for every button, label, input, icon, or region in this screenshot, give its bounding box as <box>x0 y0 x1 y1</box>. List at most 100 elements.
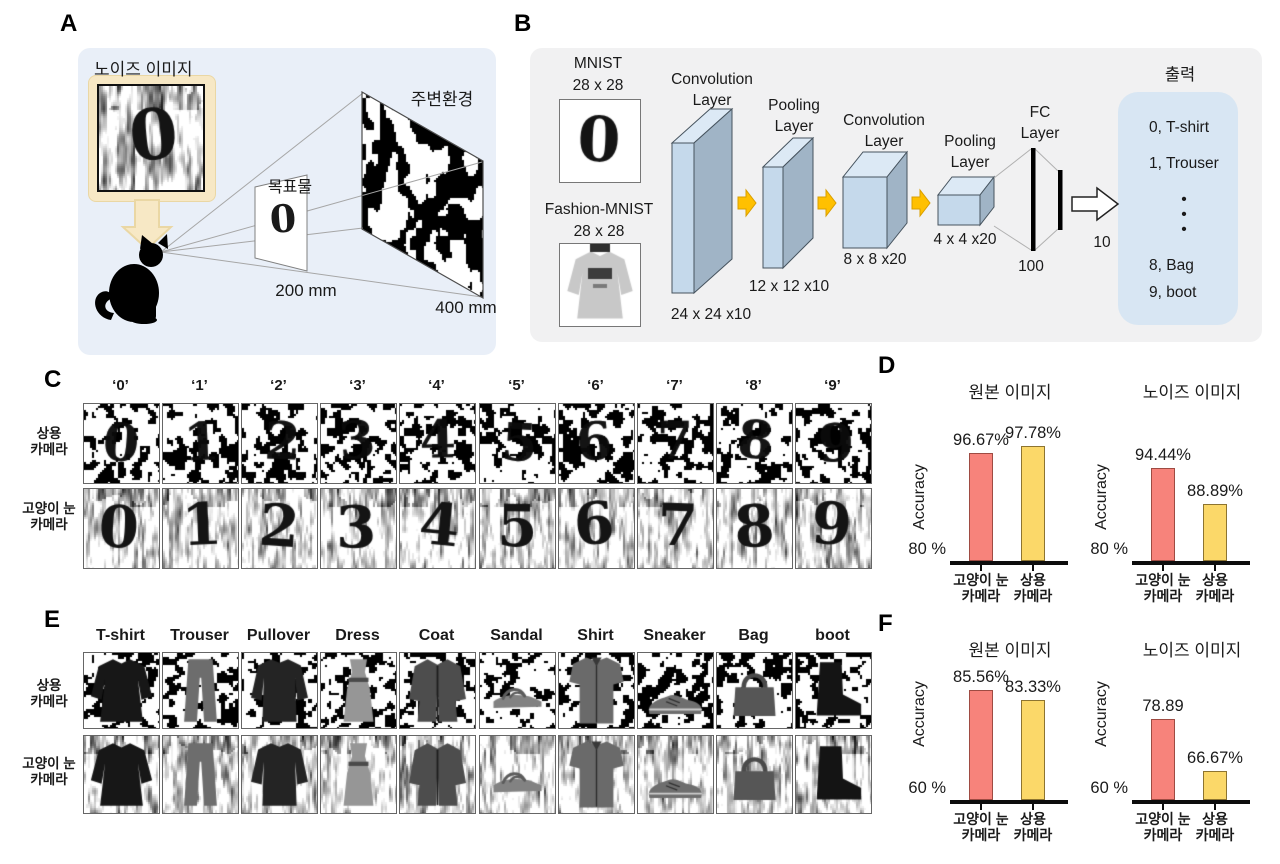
panel-c-col-label-9: ‘9’ <box>824 377 841 394</box>
sample-cell-c-1-0 <box>83 488 160 569</box>
sample-cell-c-1-1 <box>162 488 239 569</box>
sample-cell-e-1-0 <box>83 735 160 814</box>
panel-c-col-label-0: ‘0’ <box>112 377 129 394</box>
sample-cell-e-0-2 <box>241 652 318 729</box>
x-axis-tick <box>1031 564 1035 571</box>
panel-e-col-label-1: Trouser <box>170 627 229 644</box>
sample-cell-e-0-9 <box>795 652 872 729</box>
bar-고양이 눈 카메라 <box>1151 719 1175 800</box>
panel-e-letter: E <box>44 606 61 633</box>
sample-cell-e-1-5 <box>479 735 556 814</box>
bar-상용 카메라 <box>1021 446 1045 561</box>
pool1-layer-label: Pooling Layer <box>768 97 820 135</box>
output-item-1: 1, Trouser <box>1149 155 1219 172</box>
panel-e-col-label-9: boot <box>815 627 850 644</box>
panel-c-col-label-4: ‘4’ <box>428 377 445 394</box>
panel-e-col-label-6: Shirt <box>577 627 614 644</box>
pool2-dim-label: 4 x 4 x20 <box>933 231 997 248</box>
panel-c-col-label-3: ‘3’ <box>349 377 366 394</box>
chart-f_original: 원본 이미지 Accuracy 60 % 85.56% 고양이 눈 카메라 83.33% 상… <box>900 632 1100 864</box>
conv2-dim-label: 8 x 8 x20 <box>843 251 907 268</box>
fashion-mnist-sample-canvas <box>559 243 641 327</box>
mnist-title: MNIST <box>573 55 623 72</box>
panel-c-col-label-2: ‘2’ <box>270 377 287 394</box>
chart-d_noise: 노이즈 이미지 Accuracy 80 % 94.44% 고양이 눈 카메라 88.89%… <box>1082 374 1280 624</box>
sample-cell-e-0-3 <box>320 652 397 729</box>
chart-f_noise: 노이즈 이미지 Accuracy 60 % 78.89 고양이 눈 카메라 66.67% 상… <box>1082 632 1280 864</box>
x-axis-tick <box>1161 564 1165 571</box>
conv1-layer-label: Convolution Layer <box>671 71 753 109</box>
c-row-commercial-camera-label: 상용 카메라 <box>30 426 68 457</box>
fc-nodes-10-label: 10 <box>1093 234 1111 251</box>
sample-cell-c-0-4 <box>399 403 476 484</box>
chart-title: 노이즈 이미지 <box>1142 383 1242 402</box>
environment-label: 주변환경 <box>410 90 474 109</box>
chart-d_original: 원본 이미지 Accuracy 80 % 96.67% 고양이 눈 카메라 97.78% 상… <box>900 374 1100 624</box>
sample-cell-e-0-7 <box>637 652 714 729</box>
bar-value-label: 94.44% <box>1135 446 1191 464</box>
panel-c-col-label-5: ‘5’ <box>508 377 525 394</box>
x-tick-label: 고양이 눈 카메라 <box>953 811 1009 843</box>
bar-상용 카메라 <box>1021 700 1045 800</box>
bar-value-label: 88.89% <box>1187 482 1243 500</box>
x-tick-label: 상용 카메라 <box>1013 572 1053 604</box>
bar-value-label: 96.67% <box>953 431 1009 449</box>
x-axis-tick <box>1031 803 1035 810</box>
pool2-layer-label: Pooling Layer <box>944 133 996 171</box>
panel-e-col-label-7: Sneaker <box>643 627 706 644</box>
target-label: 목표물 <box>267 179 313 196</box>
panel-e-col-label-5: Sandal <box>490 627 543 644</box>
e-row-cat-eye-camera-label: 고양이 눈 카메라 <box>22 756 76 787</box>
sample-cell-e-0-0 <box>83 652 160 729</box>
panel-d-letter: D <box>878 352 896 379</box>
sample-cell-c-1-5 <box>479 488 556 569</box>
noise-image-label: 노이즈 이미지 <box>94 60 193 79</box>
panel-c-col-label-1: ‘1’ <box>191 377 208 394</box>
sample-cell-e-0-4 <box>399 652 476 729</box>
x-axis-line <box>950 561 1068 565</box>
sample-cell-e-1-7 <box>637 735 714 814</box>
sample-cell-c-0-8 <box>716 403 793 484</box>
y-axis-label: Accuracy <box>911 463 928 530</box>
x-axis-tick <box>979 564 983 571</box>
panel-e-col-label-3: Dress <box>335 627 380 644</box>
sample-cell-c-0-3 <box>320 403 397 484</box>
panel-a-letter: A <box>60 10 78 37</box>
x-tick-label: 상용 카메라 <box>1013 811 1053 843</box>
chart-title: 원본 이미지 <box>968 641 1052 660</box>
panel-e-col-label-4: Coat <box>418 627 455 644</box>
bar-value-label: 97.78% <box>1005 424 1061 442</box>
bar-value-label: 78.89 <box>1142 697 1184 715</box>
panel-c-col-label-8: ‘8’ <box>745 377 762 394</box>
sample-cell-e-0-6 <box>558 652 635 729</box>
sample-cell-c-1-3 <box>320 488 397 569</box>
panel-e-col-label-8: Bag <box>738 627 769 644</box>
bar-고양이 눈 카메라 <box>969 453 993 561</box>
panel-e-col-label-2: Pullover <box>246 627 311 644</box>
x-axis-tick <box>1213 803 1217 810</box>
panel-c-col-label-7: ‘7’ <box>666 377 683 394</box>
baseline-value-label: 60 % <box>1090 779 1128 797</box>
chart-title: 노이즈 이미지 <box>1142 641 1242 660</box>
fashion-mnist-title: Fashion-MNIST <box>544 201 654 218</box>
mnist-sample-canvas <box>559 99 641 183</box>
sample-cell-c-1-9 <box>795 488 872 569</box>
sample-cell-e-1-9 <box>795 735 872 814</box>
x-tick-label: 상용 카메라 <box>1195 811 1235 843</box>
panel-c-col-label-6: ‘6’ <box>587 377 604 394</box>
x-axis-tick <box>979 803 983 810</box>
sample-cell-e-1-6 <box>558 735 635 814</box>
fc-layer-label: FC Layer <box>1020 104 1060 142</box>
sample-cell-c-0-2 <box>241 403 318 484</box>
bar-value-label: 66.67% <box>1187 749 1243 767</box>
x-tick-label: 고양이 눈 카메라 <box>1135 572 1191 604</box>
panel-c-letter: C <box>44 366 62 393</box>
c-row-cat-eye-camera-label: 고양이 눈 카메라 <box>22 501 76 532</box>
panel-e-col-label-0: T-shirt <box>96 627 145 644</box>
conv1-dim-label: 24 x 24 x10 <box>670 306 752 323</box>
bar-value-label: 85.56% <box>953 668 1009 686</box>
x-axis-line <box>950 800 1068 804</box>
sample-cell-e-0-8 <box>716 652 793 729</box>
x-axis-line <box>1132 800 1250 804</box>
